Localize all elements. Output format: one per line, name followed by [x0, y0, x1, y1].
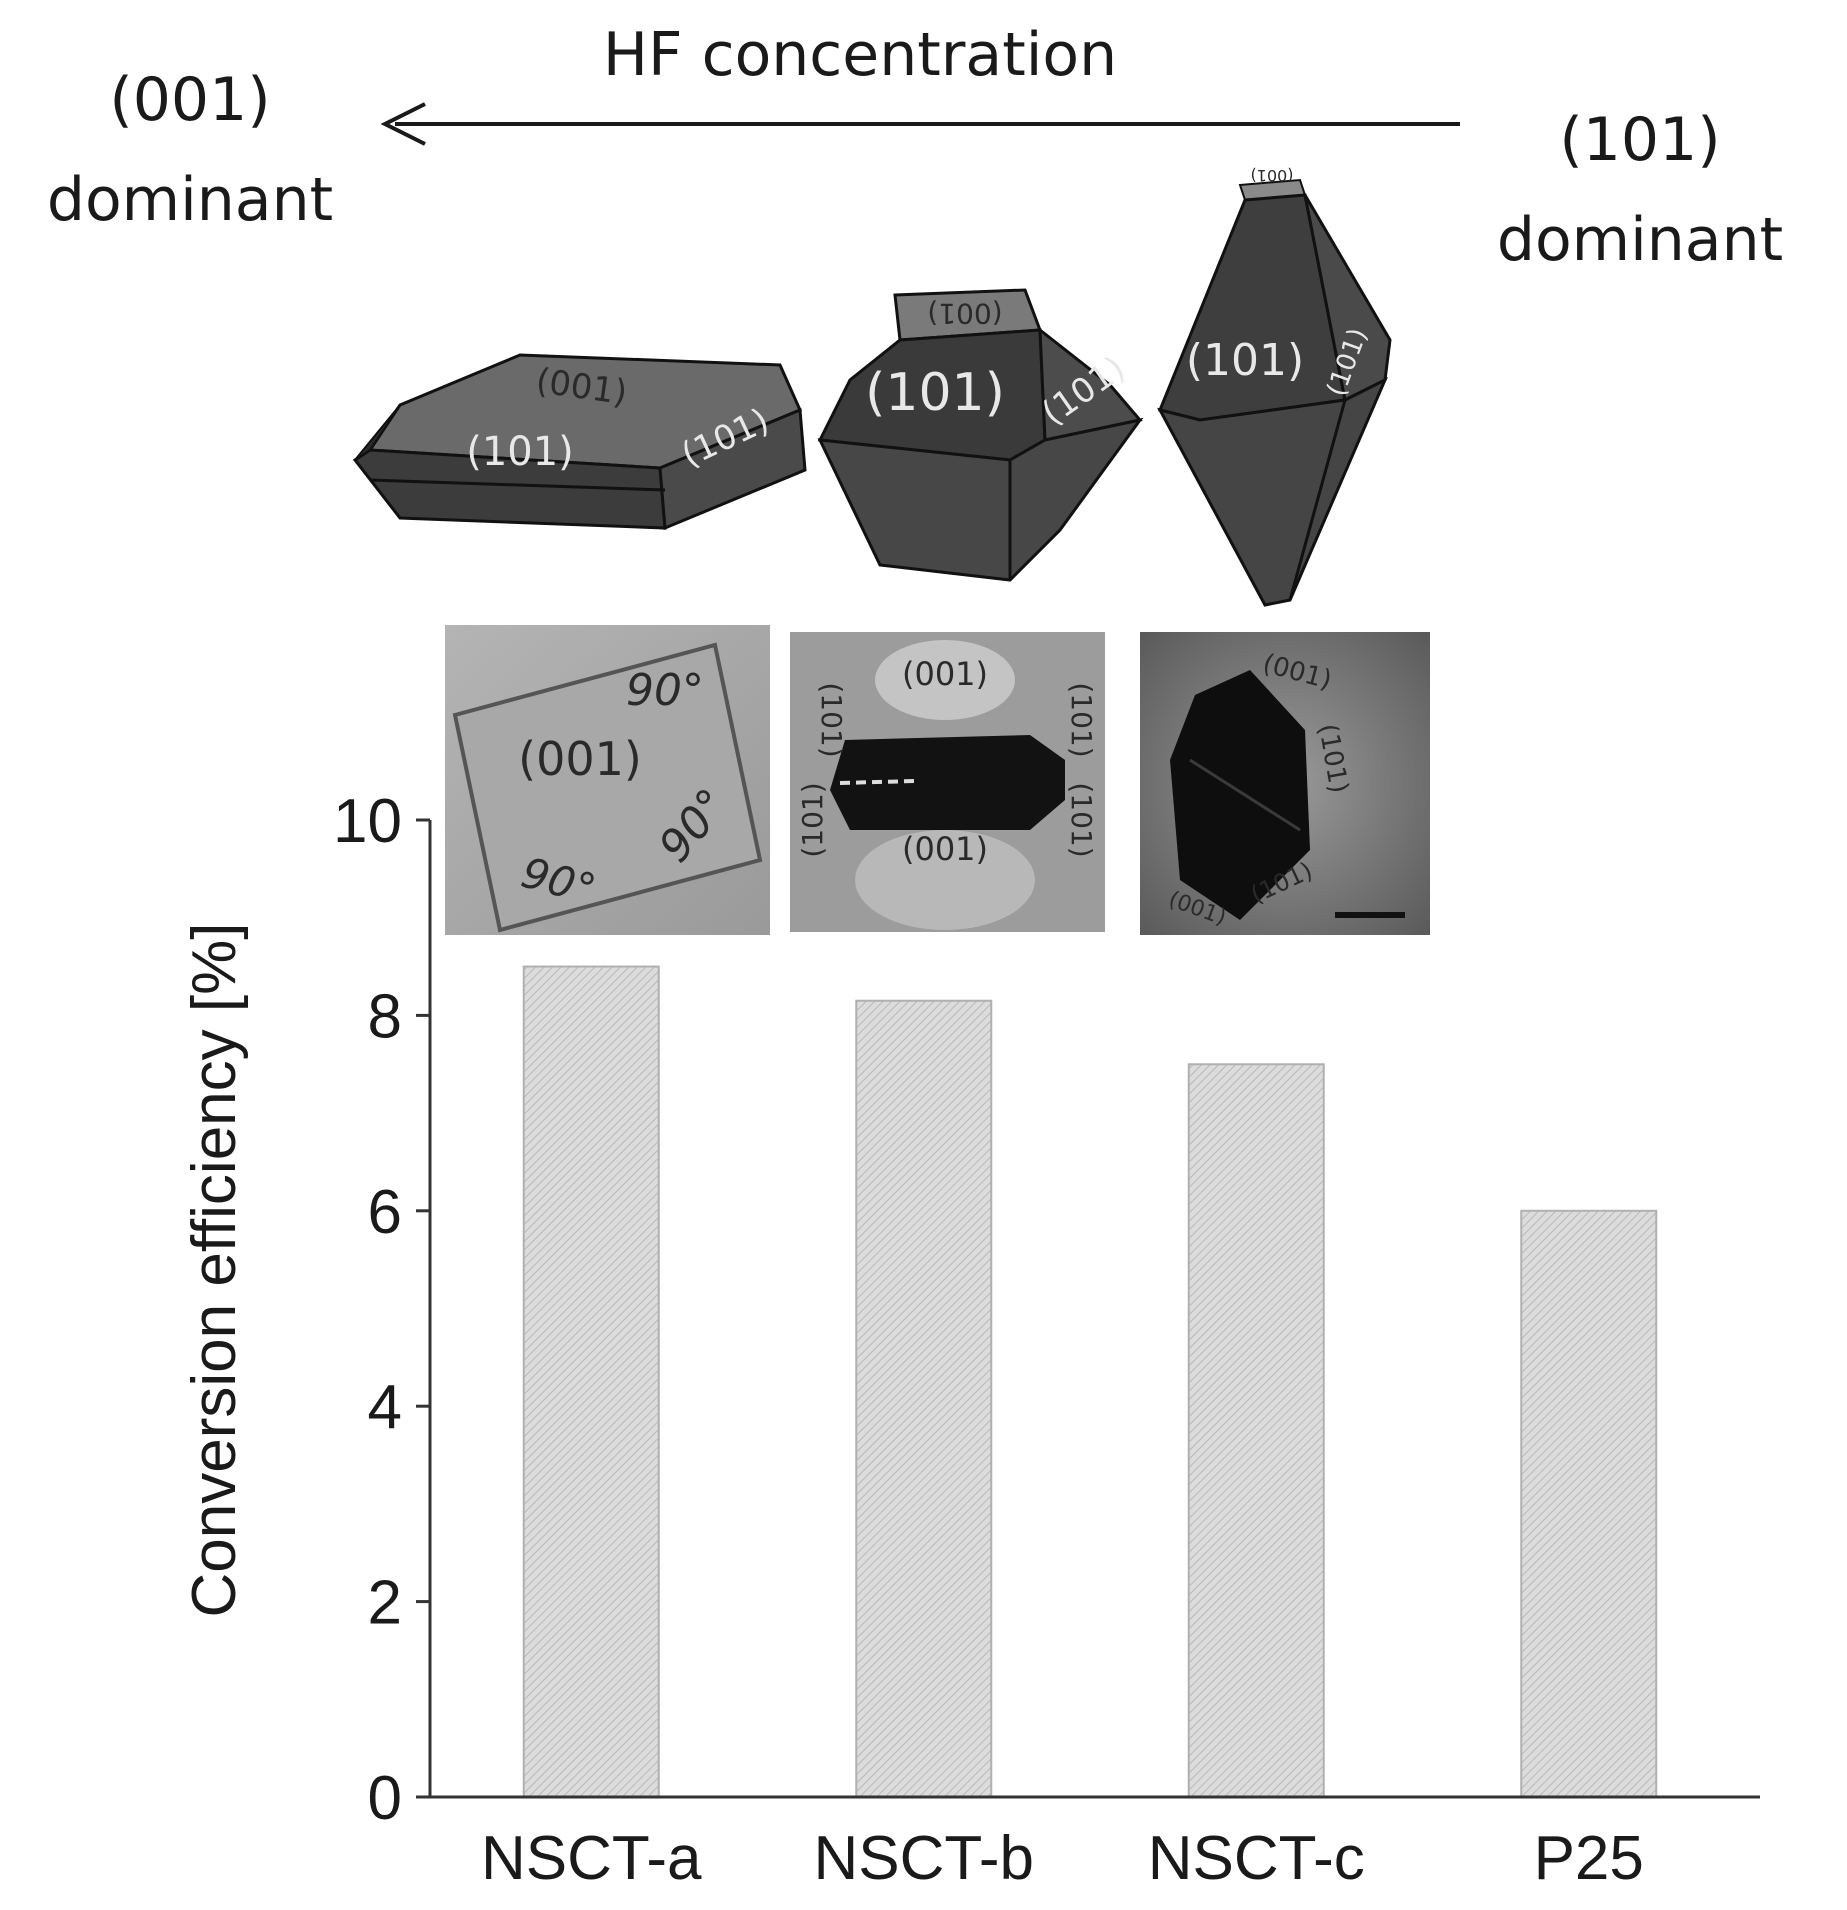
left-label-line1: (001)	[109, 65, 270, 135]
right-label-line2: dominant	[1497, 205, 1783, 275]
crystal-elongated-top-facet: (001)	[1250, 166, 1293, 185]
y-tick-label: 0	[368, 1764, 402, 1833]
crystal-elongated: (001) (101) (101)	[1157, 166, 1392, 607]
y-tick-label: 4	[368, 1373, 402, 1442]
arrow-head-icon	[380, 102, 426, 146]
micrograph-nsct-a: (001) 90° 90° 90°	[445, 625, 770, 935]
y-axis-label: Conversion efficiency [%]	[180, 923, 249, 1618]
bar-chart: 0 2 4 6 8 10 NSCT-a NSCT-b NSCT-c P25 Conversion…	[180, 787, 1760, 1893]
micrograph-nsct-c: (001) (101) (101) (001)	[1140, 632, 1430, 935]
crystal-truncated-top-facet: (001)	[927, 297, 1002, 330]
y-tick-label: 10	[333, 787, 402, 856]
arrow-label: HF concentration	[603, 20, 1117, 90]
micrograph-nsct-b-label-bottom: (001)	[902, 830, 988, 868]
x-tick-labels: NSCT-a NSCT-b NSCT-c P25	[481, 1824, 1644, 1893]
x-tick-label-nsct-c: NSCT-c	[1148, 1824, 1365, 1893]
crystal-elongated-front-facet: (101)	[1186, 335, 1304, 386]
micrograph-nsct-b-label-top: (001)	[902, 655, 988, 693]
right-label-line1: (101)	[1559, 105, 1720, 175]
bar-nsct-b	[855, 999, 993, 1798]
bar-p25	[1520, 1209, 1658, 1799]
micrograph-nsct-a-angle-1: 90°	[626, 665, 704, 716]
crystal-truncated: (001) (101) (101)	[817, 288, 1144, 582]
crystal-flat: (001) (101) (101)	[352, 353, 807, 531]
bars	[522, 965, 1658, 1799]
micrograph-nsct-b-label-ur: (101)	[1065, 682, 1098, 757]
x-tick-label-nsct-a: NSCT-a	[481, 1824, 702, 1893]
bar-nsct-a	[522, 965, 660, 1798]
micrograph-nsct-b: (001) (001) (101) (101) (101) (101)	[790, 632, 1105, 932]
y-tick-label: 8	[368, 982, 402, 1051]
micrograph-nsct-a-label-001: (001)	[518, 732, 642, 786]
micrograph-nsct-b-label-ul: (101)	[815, 682, 848, 757]
y-tick-label: 6	[368, 1178, 402, 1247]
crystal-flat-front-facet: (101)	[466, 429, 574, 475]
left-label-line2: dominant	[47, 165, 333, 235]
micrograph-nsct-b-label-ll: (101)	[796, 782, 829, 857]
x-tick-label-nsct-b: NSCT-b	[814, 1824, 1034, 1893]
y-ticks: 0 2 4 6 8 10	[333, 787, 430, 1833]
x-tick-label-p25: P25	[1534, 1824, 1644, 1893]
crystal-truncated-front-facet: (101)	[865, 363, 1005, 423]
bar-nsct-c	[1187, 1063, 1325, 1798]
y-tick-label: 2	[368, 1569, 402, 1638]
micrograph-nsct-b-label-lr: (101)	[1065, 782, 1098, 857]
hf-concentration-annotation: HF concentration (001) dominant (101) do…	[47, 20, 1783, 275]
